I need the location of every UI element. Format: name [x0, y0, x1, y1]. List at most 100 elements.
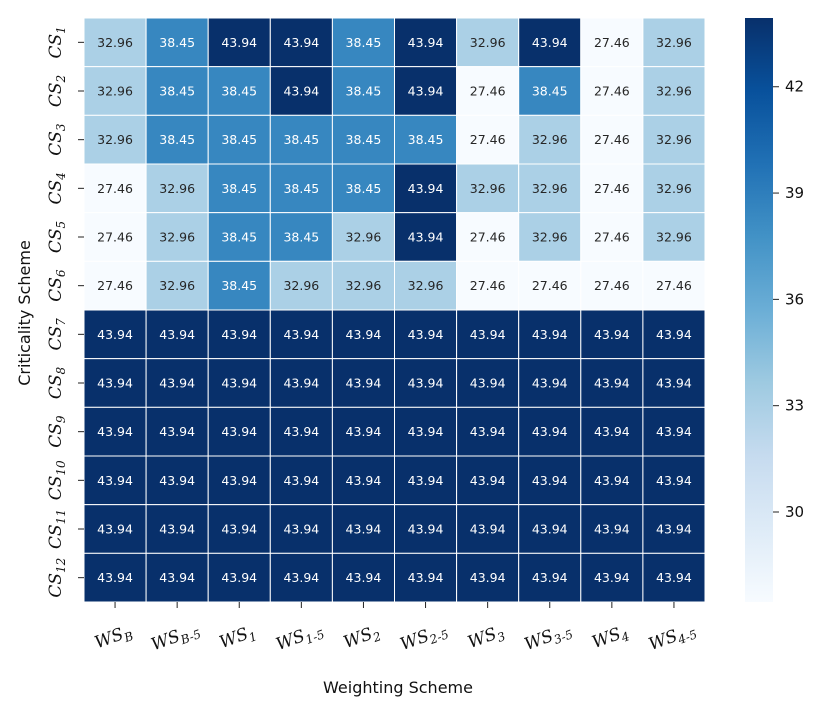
cell-value-label: 43.94: [346, 424, 382, 439]
cell-value-label: 43.94: [283, 473, 319, 488]
heatmap-cell: [207, 406, 271, 457]
cell-value-label: 43.94: [656, 424, 692, 439]
heatmap-cell: [456, 163, 520, 214]
cell-value-label: 43.94: [97, 473, 133, 488]
cell-value-label: 43.94: [656, 522, 692, 537]
heatmap-cell: [331, 504, 395, 554]
heatmap-cell: [207, 114, 271, 165]
cell-value-label: 43.94: [408, 181, 444, 196]
cell-value-label: 32.96: [656, 230, 692, 245]
cell-value-label: 43.94: [408, 473, 444, 488]
y-tick-label: CS2: [46, 75, 68, 107]
heatmap-cell: [269, 455, 333, 506]
y-tick-label: CS8: [46, 366, 68, 399]
cell-value-label: 27.46: [97, 230, 133, 245]
cell-value-label: 43.94: [408, 35, 444, 50]
colorbar: 30 33 36 39 42: [745, 18, 804, 602]
cell-value-label: 38.45: [221, 230, 257, 245]
colorbar-tick-label: 33: [785, 397, 804, 415]
cell-value-label: 32.96: [97, 132, 133, 147]
heatmap-cell: [331, 212, 395, 262]
cell-value-label: 43.94: [532, 570, 568, 585]
cell-value-label: 43.94: [159, 473, 195, 488]
cell-value-label: 43.94: [221, 327, 257, 342]
heatmap-cell: [642, 406, 706, 457]
y-tick-label: CS5: [46, 221, 68, 253]
cell-value-label: 27.46: [594, 278, 630, 293]
cell-value-label: 43.94: [408, 376, 444, 391]
heatmap-cell: [456, 455, 520, 506]
cell-value-label: 43.94: [221, 376, 257, 391]
cell-value-label: 32.96: [97, 35, 133, 50]
y-tick-label: CS4: [46, 172, 68, 204]
cell-value-label: 43.94: [221, 522, 257, 537]
x-tick-label: WS4-5: [646, 620, 699, 657]
cell-value-label: 43.94: [283, 84, 319, 99]
heatmap-cell: [642, 114, 706, 165]
heatmap-cell: [518, 358, 582, 408]
y-tick-label: CS6: [46, 269, 68, 302]
x-tick-label: WS1-5: [273, 620, 326, 657]
cell-value-label: 43.94: [283, 376, 319, 391]
heatmap-cell: [518, 504, 582, 554]
cell-value-label: 43.94: [346, 522, 382, 537]
heatmap-cell: [83, 114, 147, 165]
cell-value-label: 32.96: [656, 35, 692, 50]
y-tick-label: CS3: [46, 123, 68, 156]
cell-value-label: 38.45: [346, 181, 382, 196]
heatmap-cell: [642, 17, 706, 68]
cell-value-label: 32.96: [346, 278, 382, 293]
cell-value-label: 43.94: [283, 424, 319, 439]
heatmap-cell: [145, 212, 209, 262]
cell-value-label: 43.94: [283, 570, 319, 585]
cell-value-label: 27.46: [594, 84, 630, 99]
cell-value-label: 43.94: [159, 522, 195, 537]
heatmap-cell: [580, 260, 644, 311]
cell-value-label: 43.94: [97, 376, 133, 391]
heatmap-cell: [456, 358, 520, 408]
cell-value-label: 38.45: [408, 132, 444, 147]
heatmap-cell: [207, 260, 271, 311]
heatmap-cell: [518, 114, 582, 165]
heatmap-cell: [331, 358, 395, 408]
y-tick-label: CS11: [46, 509, 68, 549]
heatmap-cell: [642, 212, 706, 262]
cell-value-label: 43.94: [594, 570, 630, 585]
cell-value-label: 32.96: [470, 35, 506, 50]
y-tick-label: CS10: [46, 460, 68, 500]
heatmap-cell: [580, 309, 644, 360]
cell-value-label: 43.94: [408, 522, 444, 537]
cell-value-label: 38.45: [283, 132, 319, 147]
y-axis-title: Criticality Scheme: [15, 240, 34, 386]
cell-value-label: 43.94: [346, 376, 382, 391]
heatmap-cell: [145, 114, 209, 165]
cell-value-label: 43.94: [594, 522, 630, 537]
heatmap-cell: [456, 114, 520, 165]
heatmap-cell: [394, 552, 458, 603]
cell-value-label: 32.96: [97, 84, 133, 99]
x-tick-label: WS2: [341, 622, 383, 655]
heatmap-cell: [331, 114, 395, 165]
heatmap-cell: [642, 504, 706, 554]
cell-value-label: 38.45: [532, 84, 568, 99]
heatmap-cell: [269, 309, 333, 360]
cell-value-label: 38.45: [221, 181, 257, 196]
cell-value-label: 43.94: [221, 570, 257, 585]
cell-value-label: 43.94: [283, 327, 319, 342]
heatmap-cell: [394, 17, 458, 68]
x-tick-label: WS4: [589, 622, 631, 655]
cell-value-label: 43.94: [408, 570, 444, 585]
cell-value-label: 43.94: [532, 35, 568, 50]
cell-value-label: 38.45: [221, 132, 257, 147]
cell-value-label: 43.94: [159, 570, 195, 585]
cell-value-label: 43.94: [532, 522, 568, 537]
cell-value-label: 38.45: [159, 35, 195, 50]
cell-value-label: 43.94: [221, 424, 257, 439]
heatmap-cell: [269, 260, 333, 311]
cell-value-label: 43.94: [532, 327, 568, 342]
cell-value-label: 43.94: [97, 522, 133, 537]
cell-value-label: 32.96: [159, 230, 195, 245]
heatmap-cell: [83, 309, 147, 360]
cell-value-label: 43.94: [470, 376, 506, 391]
heatmap-cell: [580, 66, 644, 116]
